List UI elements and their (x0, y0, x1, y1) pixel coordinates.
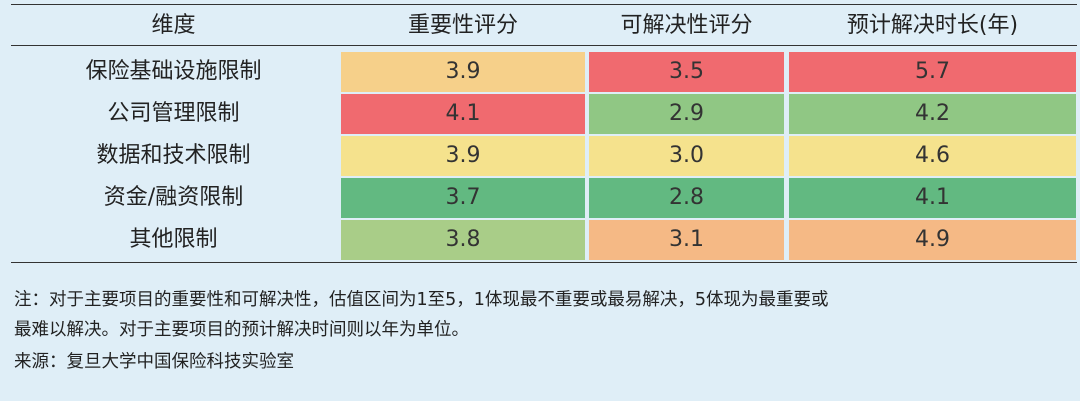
row-label: 资金/融资限制 (103, 185, 244, 210)
header-importance: 重要性评分 (407, 13, 518, 38)
row-label: 其他限制 (129, 227, 218, 252)
importance-cell: 3.8 (341, 220, 585, 260)
duration-cell: 4.1 (789, 178, 1076, 218)
table-top-rule (11, 4, 1077, 5)
row-label: 保险基础设施限制 (85, 59, 262, 84)
row-label: 公司管理限制 (107, 101, 240, 126)
table-header-rule (11, 45, 1077, 46)
solvability-cell: 3.0 (589, 136, 784, 176)
duration-cell: 4.2 (789, 94, 1076, 134)
duration-cell: 4.9 (789, 220, 1076, 260)
header-dimension: 维度 (151, 13, 196, 38)
header-duration: 预计解决时长(年) (846, 13, 1019, 38)
source-line: 来源：复旦大学中国保险科技实验室 (14, 352, 294, 372)
solvability-cell: 3.5 (589, 52, 784, 92)
importance-cell: 3.9 (341, 136, 585, 176)
importance-cell: 4.1 (341, 94, 585, 134)
note-line-1: 注：对于主要项目的重要性和可解决性，估值区间为1至5，1体现最不重要或最易解决，… (14, 290, 829, 310)
table-bottom-rule (11, 262, 1077, 263)
duration-cell: 4.6 (789, 136, 1076, 176)
row-label: 数据和技术限制 (96, 143, 251, 168)
solvability-cell: 2.9 (589, 94, 784, 134)
importance-cell: 3.9 (341, 52, 585, 92)
solvability-cell: 2.8 (589, 178, 784, 218)
header-solvability: 可解决性评分 (620, 13, 753, 38)
solvability-cell: 3.1 (589, 220, 784, 260)
importance-cell: 3.7 (341, 178, 585, 218)
note-line-2: 最难以解决。对于主要项目的预计解决时间则以年为单位。 (14, 320, 469, 340)
duration-cell: 5.7 (789, 52, 1076, 92)
